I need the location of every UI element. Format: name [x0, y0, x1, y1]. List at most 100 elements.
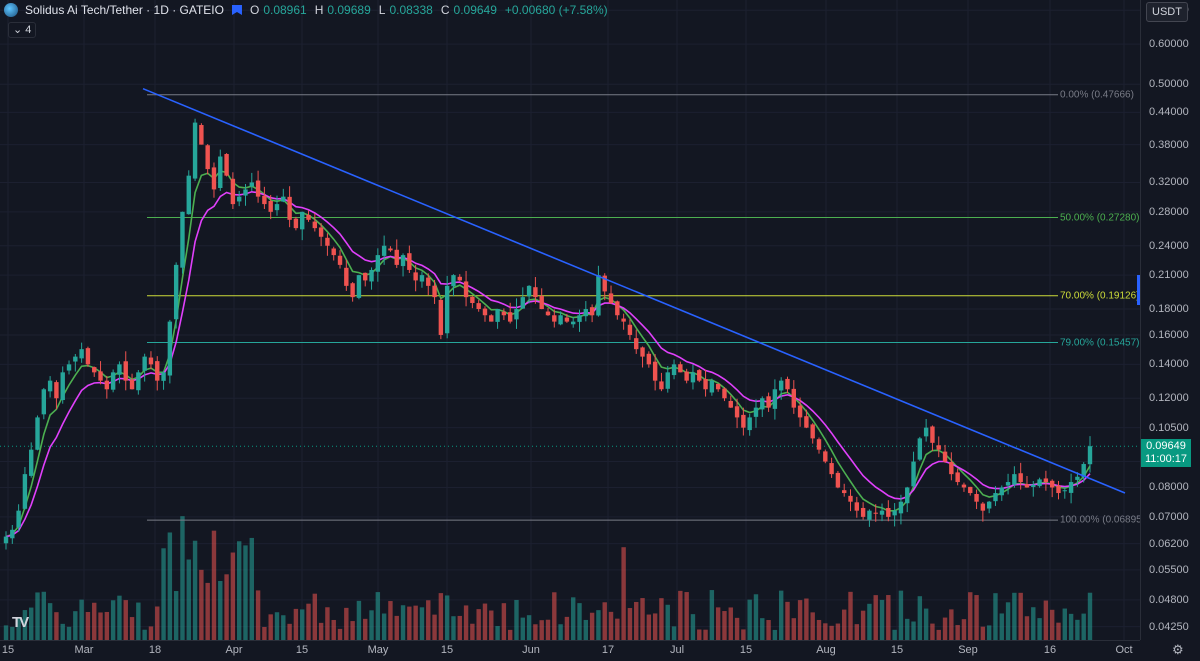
volume-bar: [797, 600, 803, 640]
candle-body: [860, 507, 866, 517]
fib-level-label: 70.00% (0.19126): [1060, 290, 1140, 302]
candle-body: [136, 372, 141, 391]
volume-bar: [930, 623, 935, 640]
candle-body: [1043, 478, 1049, 483]
candle-body: [199, 125, 204, 145]
candle-body: [507, 312, 513, 322]
symbol-title[interactable]: Solidus Ai Tech/Tether · 1D · GATEIO: [25, 3, 224, 17]
fib-level-label: 0.00% (0.47666): [1060, 89, 1134, 101]
volume-bar: [161, 548, 166, 640]
volume-bar: [816, 619, 822, 640]
candle-body: [192, 122, 198, 179]
candle-body: [955, 472, 960, 483]
candle-body: [571, 321, 576, 325]
candle-body: [230, 178, 236, 205]
volume-bar: [634, 601, 639, 640]
chart-pane[interactable]: Solidus Ai Tech/Tether · 1D · GATEIO O 0.…: [0, 0, 1145, 640]
candle-body: [495, 309, 500, 322]
volume-bar: [659, 598, 664, 640]
volume-bar: [155, 606, 160, 640]
volume-bar: [482, 603, 488, 640]
candle-body: [337, 255, 343, 265]
time-axis[interactable]: 15 Mar 18 Apr 15 May 15 Jun 17 Jul 15 Aug 15 Sep 16 Oct: [0, 640, 1140, 661]
price-tick-label: 0.05500: [1149, 563, 1189, 576]
volume-bar: [589, 612, 595, 640]
candle-body: [766, 396, 771, 408]
candle-body: [892, 510, 897, 516]
volume-bar: [104, 611, 110, 640]
candle-body: [785, 378, 790, 390]
volume-bar: [558, 624, 563, 640]
bar-countdown: 11:00:17: [1144, 453, 1187, 466]
volume-bar: [627, 608, 633, 640]
candle-body: [715, 383, 721, 390]
gear-icon[interactable]: ⚙: [1172, 642, 1184, 657]
time-tick-label: 15: [295, 644, 309, 656]
price-axis[interactable]: 0.700000.600000.500000.440000.380000.320…: [1140, 0, 1200, 640]
candle-body: [482, 308, 488, 316]
candle-body: [760, 398, 765, 410]
candle-body: [823, 451, 828, 462]
candle-body: [211, 167, 217, 190]
candle-body: [1018, 473, 1023, 483]
candle-body: [243, 189, 248, 196]
candle-body: [923, 427, 929, 437]
candle-body: [968, 486, 973, 494]
volume-bar: [898, 590, 904, 640]
candle-body: [596, 275, 601, 316]
volume-bar: [192, 540, 198, 640]
volume-bar: [747, 599, 752, 640]
volume-bar: [123, 600, 128, 640]
candle-body: [797, 405, 803, 418]
volume-bar: [230, 552, 236, 640]
candle-body: [942, 451, 948, 462]
volume-bar: [66, 626, 72, 640]
candle-body: [274, 204, 280, 211]
candle-body: [810, 424, 815, 439]
candle-body: [224, 154, 229, 176]
candle-body: [930, 426, 935, 443]
volume-bar: [3, 625, 9, 640]
time-tick-label: 18: [148, 644, 162, 656]
volume-bar: [54, 612, 59, 640]
candle-body: [703, 379, 708, 390]
volume-bar: [432, 614, 437, 640]
indicators-toggle-button[interactable]: ⌄ 4: [8, 22, 37, 38]
price-chart-svg[interactable]: [0, 0, 1140, 640]
volume-bar: [640, 598, 645, 640]
currency-button[interactable]: USDT: [1146, 2, 1188, 22]
volume-bar: [986, 625, 992, 640]
candle-body: [312, 221, 318, 229]
volume-bar: [1062, 608, 1067, 640]
candle-body: [54, 382, 59, 399]
candle-body: [407, 253, 412, 270]
candle-body: [218, 156, 223, 188]
volume-bar: [47, 603, 53, 640]
volume-bar: [167, 532, 173, 640]
flag-icon[interactable]: [231, 5, 242, 15]
price-tick-label: 0.18000: [1149, 303, 1189, 316]
volume-bar: [388, 601, 393, 640]
volume-bar: [860, 610, 866, 640]
open-label: O: [249, 3, 260, 17]
time-tick-label: 15: [739, 644, 753, 656]
scroll-handle[interactable]: [1137, 275, 1140, 305]
volume-bar: [1024, 616, 1030, 640]
volume-bar: [533, 624, 538, 640]
candle-body: [3, 536, 9, 544]
price-tick-label: 0.06200: [1149, 537, 1189, 550]
candle-body: [671, 364, 677, 376]
candle-body: [980, 503, 986, 511]
volume-bar: [690, 614, 696, 640]
candle-body: [287, 196, 292, 220]
candle-body: [602, 275, 607, 292]
candle-body: [123, 361, 128, 381]
candle-body: [665, 372, 670, 389]
volume-bar: [180, 516, 185, 640]
candle-body: [778, 380, 784, 391]
trendline: [142, 87, 1126, 494]
candle-body: [444, 285, 450, 334]
tradingview-logo-icon[interactable]: TV: [12, 614, 29, 631]
candle-body: [457, 276, 462, 281]
volume-bar: [236, 541, 242, 640]
